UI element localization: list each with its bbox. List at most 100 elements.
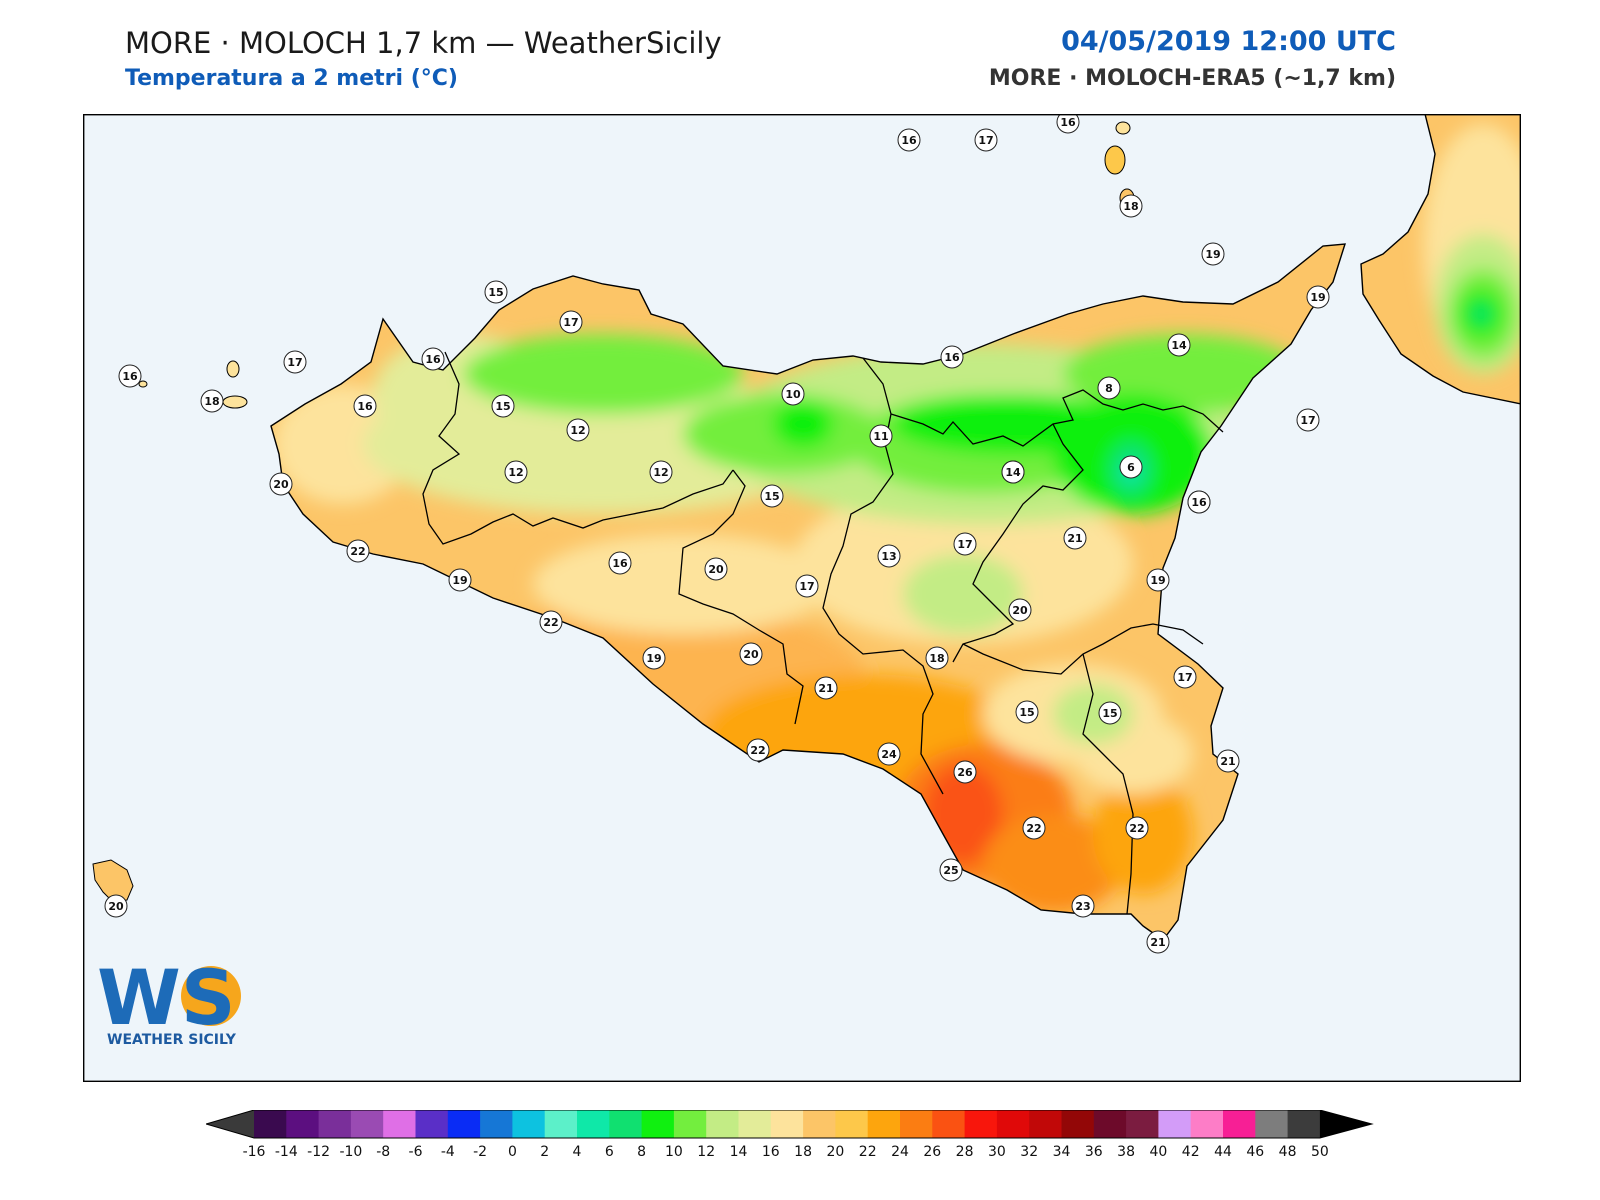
colorbar-swatch	[415, 1110, 449, 1138]
station-value: 15	[488, 286, 503, 299]
station-value: 20	[1012, 604, 1028, 617]
station-marker: 16	[421, 347, 445, 371]
station-value: 16	[901, 134, 917, 147]
station-value: 21	[818, 682, 833, 695]
station-marker-circle	[269, 472, 293, 496]
colorbar-swatch	[641, 1110, 675, 1138]
colorbar-swatch	[1287, 1110, 1321, 1138]
station-marker-circle	[940, 345, 964, 369]
station-marker-circle	[704, 557, 728, 581]
station-marker: 15	[1015, 700, 1039, 724]
station-marker: 8	[1097, 376, 1121, 400]
station-value: 12	[653, 466, 668, 479]
station-marker-circle	[1146, 568, 1170, 592]
colorbar-swatch	[1255, 1110, 1289, 1138]
station-value: 17	[978, 134, 993, 147]
station-marker-circle	[953, 532, 977, 556]
station-marker: 17	[1173, 665, 1197, 689]
colorbar-tick-label: 26	[923, 1144, 941, 1160]
station-marker: 15	[484, 280, 508, 304]
map-title: MORE · MOLOCH 1,7 km — WeatherSicily	[125, 26, 722, 60]
station-marker-circle	[283, 350, 307, 374]
colorbar-frame	[206, 1110, 1374, 1139]
colorbar-ticks: -16 -14 -12 -10 -8 -6 -4 -2 0 2 4 6 8 10 12 14 16 18 20 22 2…	[243, 1144, 1329, 1160]
station-marker-circle	[566, 418, 590, 442]
station-marker: 20	[269, 472, 293, 496]
colorbar-tick-label: 0	[508, 1144, 517, 1160]
colorbar-tick-label: 28	[956, 1144, 974, 1160]
colorbar-swatch	[964, 1110, 998, 1138]
station-marker: 17	[559, 310, 583, 334]
station-marker-circle	[1015, 700, 1039, 724]
station-value: 13	[881, 550, 896, 563]
station-marker-circle	[795, 574, 819, 598]
station-marker: 25	[939, 858, 963, 882]
station-marker: 16	[1056, 114, 1080, 134]
station-value: 17	[799, 580, 814, 593]
station-value: 16	[612, 557, 628, 570]
station-marker-circle	[1001, 460, 1025, 484]
station-marker-circle	[869, 424, 893, 448]
station-value: 21	[1220, 755, 1235, 768]
station-value: 17	[957, 538, 972, 551]
colorbar-tick-label: 10	[665, 1144, 683, 1160]
station-value: 22	[1129, 822, 1144, 835]
station-marker-circle	[1097, 376, 1121, 400]
station-value: 24	[881, 748, 897, 761]
station-value: 18	[1123, 200, 1138, 213]
station-marker: 16	[608, 551, 632, 575]
station-marker-circle	[1008, 598, 1032, 622]
station-marker-circle	[1063, 526, 1087, 550]
colorbar-tick-label: 16	[762, 1144, 780, 1160]
colorbar-tick-label: 14	[730, 1144, 748, 1160]
colorbar-tick-label: 18	[794, 1144, 812, 1160]
colorbar-swatch	[1126, 1110, 1159, 1138]
station-marker-circle	[1125, 816, 1149, 840]
station-value: 22	[350, 545, 365, 558]
station-value: 22	[750, 744, 765, 757]
station-marker: 23	[1071, 894, 1095, 918]
station-marker: 22	[346, 539, 370, 563]
station-marker-circle	[953, 760, 977, 784]
station-value: 19	[452, 574, 467, 587]
station-value: 16	[944, 351, 960, 364]
colorbar-tick-label: 38	[1117, 1144, 1135, 1160]
station-value: 16	[425, 353, 441, 366]
station-marker-circle	[118, 364, 142, 388]
station-marker: 20	[704, 557, 728, 581]
station-marker: 20	[739, 642, 763, 666]
station-marker-circle	[781, 382, 805, 406]
station-marker: 26	[953, 760, 977, 784]
colorbar-swatch	[480, 1110, 513, 1138]
station-value: 15	[495, 400, 510, 413]
station-marker-circle	[649, 460, 673, 484]
station-marker: 24	[877, 742, 901, 766]
station-value: 12	[570, 424, 585, 437]
station-marker-circle	[608, 551, 632, 575]
station-marker: 17	[953, 532, 977, 556]
station-marker-circle	[200, 389, 224, 413]
egadi-islands	[138, 360, 248, 409]
station-value: 6	[1127, 461, 1135, 474]
station-value: 17	[1177, 671, 1192, 684]
station-value: 26	[957, 766, 973, 779]
station-value: 21	[1150, 936, 1165, 949]
station-marker-circle	[1146, 930, 1170, 954]
province-borders	[422, 351, 1224, 915]
station-marker: 6	[1119, 455, 1143, 479]
station-marker: 17	[1296, 408, 1320, 432]
station-marker: 16	[118, 364, 142, 388]
station-marker-circle	[1056, 114, 1080, 134]
colorbar-swatch	[673, 1110, 707, 1138]
station-value: 22	[543, 616, 558, 629]
station-value: 17	[287, 356, 302, 369]
station-marker: 22	[746, 738, 770, 762]
station-marker: 12	[566, 418, 590, 442]
station-marker: 19	[1201, 242, 1225, 266]
colorbar-tick-label: 34	[1053, 1144, 1071, 1160]
colorbar-swatch	[835, 1110, 869, 1138]
station-marker-circle	[814, 676, 838, 700]
colorbar-swatch	[577, 1110, 610, 1138]
station-value: 19	[646, 652, 661, 665]
station-value: 21	[1067, 532, 1082, 545]
